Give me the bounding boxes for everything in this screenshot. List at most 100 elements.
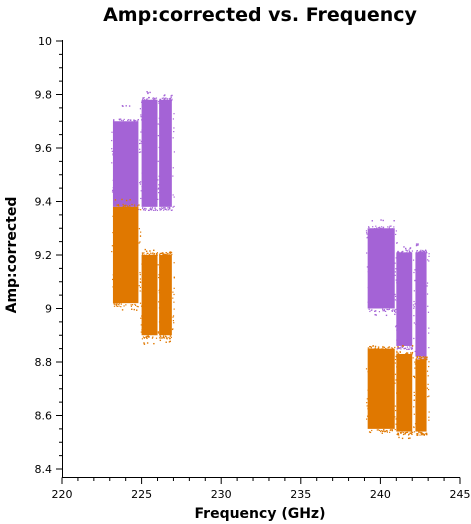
data-point: [378, 226, 380, 229]
data-point: [410, 432, 412, 434]
data-point-outlier: [121, 309, 124, 311]
data-point: [404, 432, 407, 434]
data-point: [173, 262, 175, 264]
data-point: [413, 394, 416, 397]
data-point-outlier: [371, 220, 373, 222]
data-point: [397, 432, 399, 434]
data-point: [126, 205, 128, 207]
data-point: [387, 308, 389, 311]
data-point: [172, 315, 175, 317]
data-point: [412, 304, 415, 306]
data-point: [172, 137, 174, 139]
data-point: [140, 197, 142, 200]
data-point: [416, 357, 418, 359]
data-point: [141, 338, 144, 340]
data-point: [112, 153, 114, 155]
data-point-outlier: [377, 346, 380, 348]
data-point: [173, 131, 175, 133]
data-point: [158, 192, 160, 194]
data-point: [171, 98, 173, 100]
data-point: [391, 430, 393, 432]
y-tick-label: 9.6: [35, 142, 53, 155]
data-point: [383, 310, 386, 312]
data-point: [407, 348, 409, 350]
data-point: [427, 305, 429, 307]
data-point: [413, 300, 415, 303]
data-point: [140, 114, 142, 116]
data-point: [158, 289, 160, 292]
data-point: [157, 135, 159, 137]
data-point: [111, 245, 113, 247]
data-point: [385, 347, 387, 350]
data-point: [367, 286, 369, 289]
data-point: [428, 411, 430, 413]
data-point: [151, 337, 154, 339]
data-point: [161, 337, 163, 339]
data-point: [394, 346, 396, 349]
data-point: [123, 118, 125, 121]
data-point: [172, 175, 174, 177]
data-point: [383, 346, 386, 348]
data-point: [386, 308, 388, 311]
data-point: [173, 127, 175, 129]
data-point-outlier: [393, 220, 395, 222]
data-point-outlier: [384, 430, 386, 433]
data-point: [173, 196, 175, 198]
data-point: [158, 100, 160, 103]
data-point: [374, 310, 376, 312]
data-point: [373, 348, 376, 350]
data-point: [138, 151, 141, 153]
data-point: [416, 433, 418, 435]
data-point: [428, 260, 430, 262]
data-point: [380, 430, 382, 433]
data-point: [141, 254, 144, 256]
cluster-band: [112, 121, 139, 207]
data-point-outlier: [131, 308, 133, 310]
data-point: [421, 433, 423, 435]
data-point-outlier: [128, 105, 131, 107]
data-point: [161, 252, 163, 254]
data-point: [120, 303, 122, 305]
data-point: [428, 253, 430, 255]
data-point: [413, 431, 416, 433]
data-point-outlier: [415, 243, 418, 245]
data-point: [401, 346, 403, 348]
data-point-outlier: [153, 342, 155, 345]
data-point: [406, 346, 409, 348]
data-point: [414, 423, 417, 425]
data-point: [164, 207, 166, 209]
data-point-outlier: [121, 198, 123, 201]
data-point: [420, 356, 423, 359]
data-point: [163, 207, 165, 209]
data-point: [140, 131, 142, 133]
data-point: [411, 431, 414, 433]
data-point: [165, 98, 167, 100]
data-point: [395, 230, 397, 232]
data-point: [391, 429, 394, 431]
y-tick-label: 8.4: [35, 463, 53, 476]
data-point: [389, 225, 391, 227]
data-point: [166, 209, 168, 211]
data-point: [396, 329, 398, 331]
data-point: [419, 357, 421, 360]
data-point: [152, 336, 154, 338]
data-point: [402, 433, 405, 436]
data-point-outlier: [411, 345, 414, 347]
data-point: [161, 207, 164, 209]
data-point: [155, 254, 157, 256]
data-point: [169, 206, 171, 209]
data-point: [420, 249, 422, 251]
data-point: [414, 361, 416, 363]
data-point: [369, 431, 372, 434]
data-point: [387, 226, 389, 228]
data-point: [389, 431, 391, 433]
data-point: [145, 336, 147, 338]
data-point: [137, 306, 139, 308]
cluster: [139, 91, 161, 212]
data-point: [113, 303, 115, 305]
data-point: [116, 204, 118, 206]
data-point: [374, 347, 376, 349]
data-point: [400, 346, 402, 348]
cluster: [413, 243, 430, 361]
